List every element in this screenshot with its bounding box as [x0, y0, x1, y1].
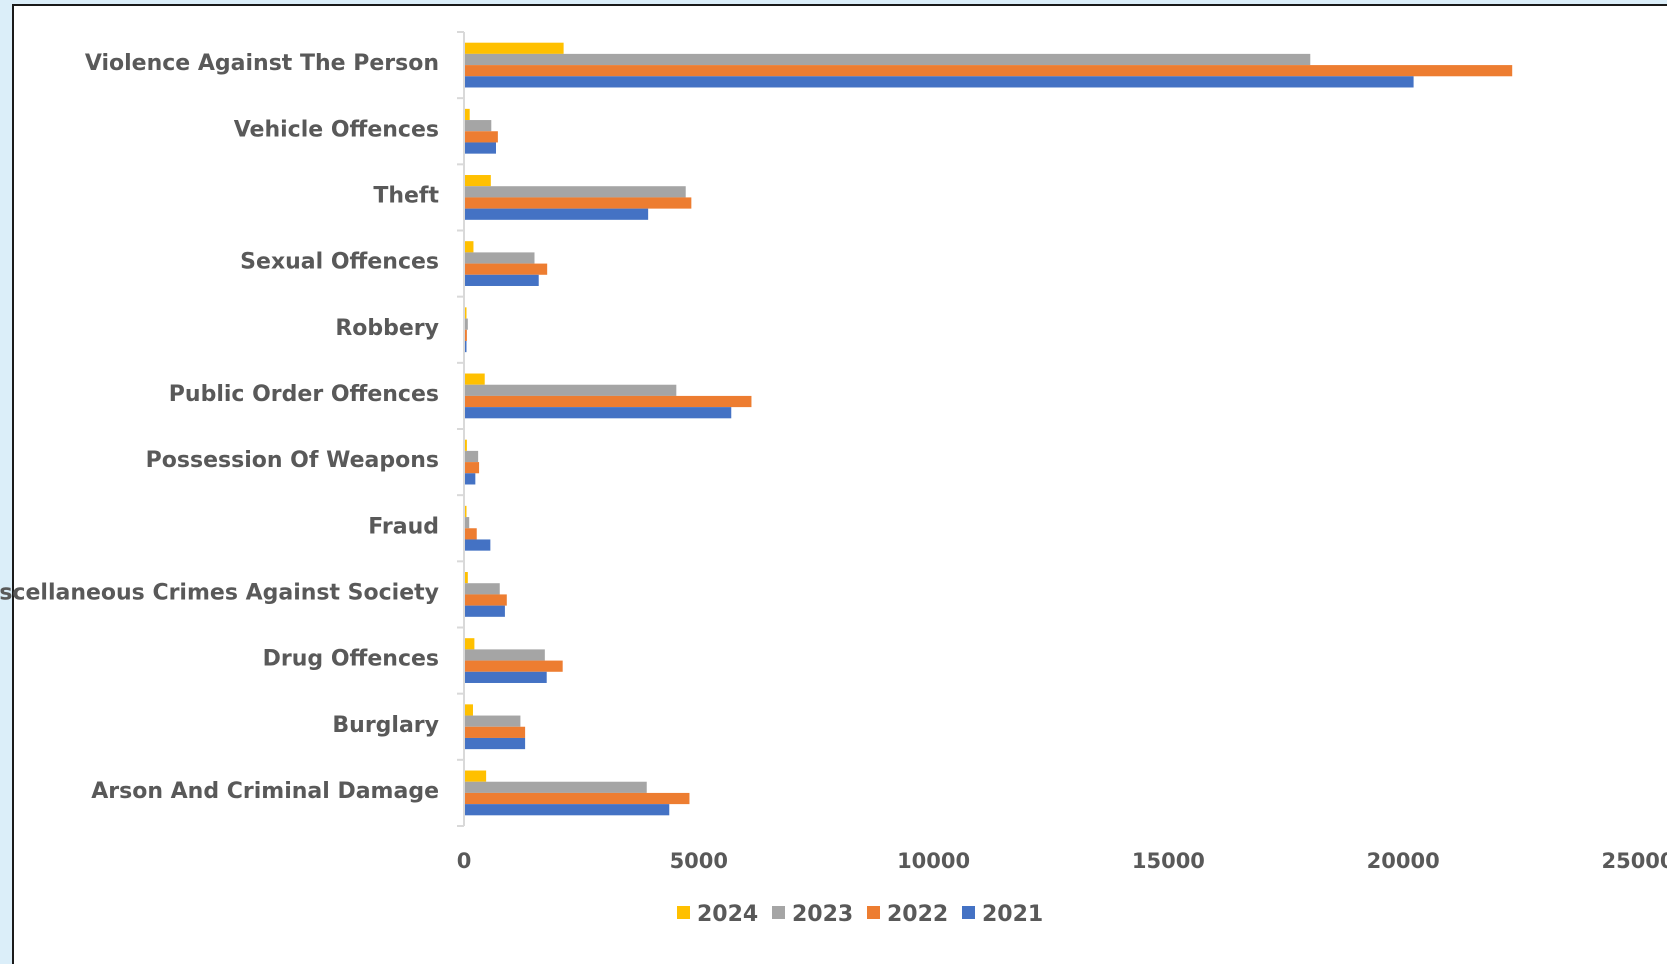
bar-violence-against-the-person-2023 [465, 53, 1311, 66]
category-label-fraud: Fraud [368, 514, 439, 539]
legend-label-2024: 2024 [697, 902, 758, 927]
bar-violence-against-the-person-2022 [465, 65, 1513, 77]
bar-burglary-2023 [465, 715, 521, 727]
bars [465, 42, 1513, 816]
category-label-miscellaneous-crimes-against-society: Miscellaneous Crimes Against Society [0, 580, 439, 605]
bar-miscellaneous-crimes-against-society-2024 [465, 572, 468, 584]
chart-frame [12, 4, 1667, 964]
bar-vehicle-offences-2024 [465, 108, 470, 121]
bar-sexual-offences-2023 [465, 252, 535, 264]
bar-violence-against-the-person-2021 [465, 76, 1414, 88]
bar-miscellaneous-crimes-against-society-2022 [465, 594, 507, 606]
category-label-robbery: Robbery [335, 316, 439, 341]
bar-robbery-2021 [465, 340, 467, 353]
category-label-public-order-offences: Public Order Offences [169, 382, 439, 407]
bar-vehicle-offences-2021 [465, 142, 496, 154]
category-label-theft: Theft [373, 183, 439, 208]
bar-public-order-offences-2023 [465, 384, 677, 396]
bar-possession-of-weapons-2021 [465, 473, 476, 485]
legend-swatch-2021 [962, 906, 975, 919]
category-axis [457, 31, 465, 827]
bar-burglary-2022 [465, 726, 526, 738]
bar-robbery-2022 [465, 329, 467, 341]
legend-swatch-2024 [677, 906, 690, 919]
legend: 2024 2023 2022 2021 [677, 902, 1043, 927]
bar-sexual-offences-2022 [465, 263, 548, 275]
bar-sexual-offences-2021 [465, 274, 539, 286]
bar-sexual-offences-2024 [465, 241, 474, 253]
bar-fraud-2022 [465, 528, 477, 540]
bar-fraud-2021 [465, 539, 491, 551]
value-axis-tick-labels: 0 5000 10000 15000 20000 25000 [457, 849, 1667, 873]
bar-drug-offences-2022 [465, 660, 563, 672]
bar-possession-of-weapons-2024 [465, 439, 467, 451]
bar-drug-offences-2021 [465, 671, 547, 683]
x-tick-label-25000: 25000 [1601, 849, 1667, 873]
bar-theft-2023 [465, 186, 686, 198]
legend-swatch-2023 [772, 906, 785, 919]
category-label-burglary: Burglary [332, 713, 439, 738]
legend-label-2022: 2022 [887, 902, 948, 927]
bar-drug-offences-2024 [465, 638, 475, 650]
bar-vehicle-offences-2022 [465, 131, 498, 143]
category-labels: Violence Against The Person Vehicle Offen… [0, 51, 439, 804]
bar-miscellaneous-crimes-against-society-2021 [465, 605, 505, 617]
x-tick-label-15000: 15000 [1132, 849, 1205, 873]
legend-swatch-2022 [867, 906, 880, 919]
bar-theft-2024 [465, 175, 491, 187]
category-label-sexual-offences: Sexual Offences [240, 250, 439, 275]
bar-possession-of-weapons-2023 [465, 450, 479, 463]
legend-label-2023: 2023 [792, 902, 853, 927]
bar-robbery-2024 [465, 307, 467, 319]
category-label-vehicle-offences: Vehicle Offences [234, 117, 439, 142]
x-tick-label-0: 0 [457, 849, 472, 873]
bar-burglary-2021 [465, 737, 526, 750]
legend-label-2021: 2021 [982, 902, 1043, 927]
bar-burglary-2024 [465, 704, 473, 716]
bar-arson-and-criminal-damage-2021 [465, 804, 670, 816]
bar-robbery-2023 [465, 318, 468, 330]
bar-possession-of-weapons-2022 [465, 462, 480, 474]
category-label-drug-offences: Drug Offences [263, 647, 439, 672]
bar-arson-and-criminal-damage-2024 [465, 770, 487, 782]
bar-vehicle-offences-2023 [465, 120, 492, 132]
x-tick-label-20000: 20000 [1367, 849, 1440, 873]
x-tick-label-10000: 10000 [897, 849, 970, 873]
category-label-arson-and-criminal-damage: Arson And Criminal Damage [91, 779, 439, 804]
bar-fraud-2024 [465, 505, 467, 518]
bar-theft-2022 [465, 197, 692, 209]
x-tick-label-5000: 5000 [670, 849, 728, 873]
bar-public-order-offences-2024 [465, 373, 485, 385]
bar-public-order-offences-2021 [465, 407, 732, 419]
bar-drug-offences-2023 [465, 649, 545, 661]
bar-arson-and-criminal-damage-2023 [465, 781, 647, 793]
category-label-possession-of-weapons: Possession Of Weapons [146, 448, 439, 473]
bar-arson-and-criminal-damage-2022 [465, 792, 690, 805]
bar-public-order-offences-2022 [465, 395, 752, 408]
bar-theft-2021 [465, 208, 649, 220]
bar-miscellaneous-crimes-against-society-2023 [465, 583, 500, 595]
bar-violence-against-the-person-2024 [465, 42, 564, 54]
category-label-violence-against-the-person: Violence Against The Person [85, 51, 439, 76]
bar-fraud-2023 [465, 517, 470, 529]
